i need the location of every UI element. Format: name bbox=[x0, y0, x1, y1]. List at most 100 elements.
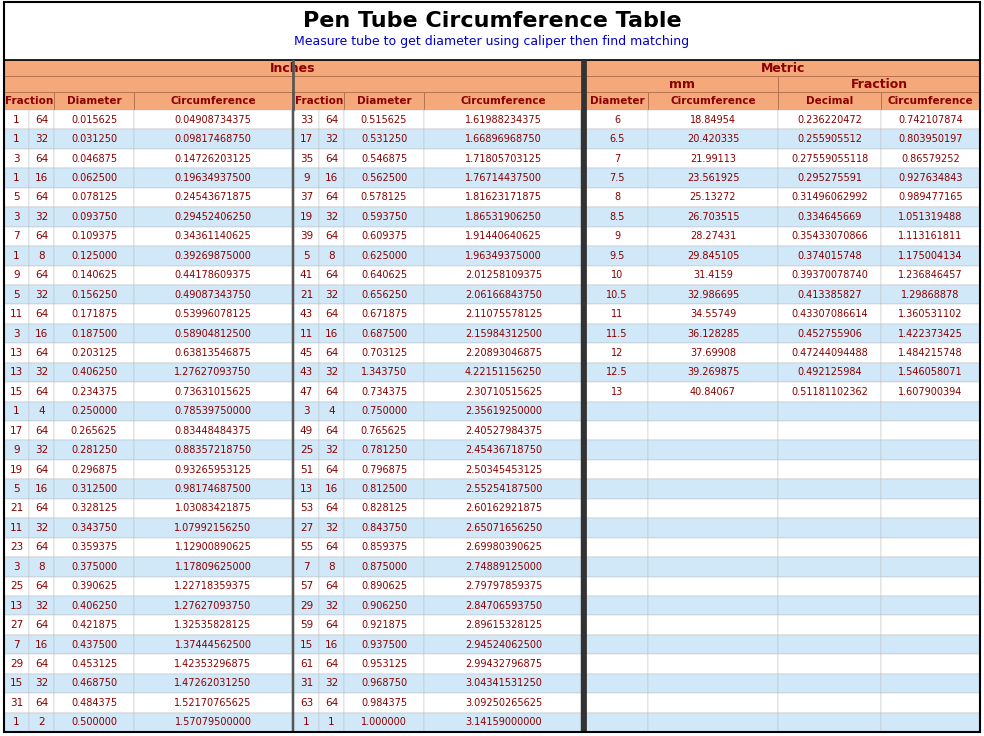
Bar bbox=[344, 518, 424, 537]
Bar bbox=[424, 615, 583, 635]
Text: 16: 16 bbox=[325, 640, 338, 650]
Bar bbox=[344, 596, 424, 615]
Text: 16: 16 bbox=[34, 173, 48, 183]
Bar bbox=[292, 460, 294, 479]
Text: 0.828125: 0.828125 bbox=[361, 503, 407, 514]
Text: 64: 64 bbox=[34, 425, 48, 436]
Bar bbox=[344, 110, 424, 130]
Bar bbox=[424, 557, 583, 576]
Bar bbox=[29, 460, 54, 479]
Text: 47: 47 bbox=[300, 387, 313, 397]
Bar bbox=[4, 343, 29, 363]
Text: 32: 32 bbox=[325, 134, 338, 144]
Bar bbox=[54, 693, 134, 712]
Bar bbox=[881, 110, 980, 130]
Bar bbox=[344, 208, 424, 227]
Bar bbox=[292, 324, 294, 343]
Bar bbox=[881, 266, 980, 285]
Bar bbox=[586, 576, 648, 596]
Text: 45: 45 bbox=[300, 348, 313, 358]
Bar bbox=[4, 266, 29, 285]
Text: 1: 1 bbox=[303, 718, 310, 727]
Bar bbox=[292, 363, 294, 382]
Bar bbox=[54, 712, 134, 732]
Bar bbox=[581, 421, 586, 440]
Bar bbox=[344, 440, 424, 460]
Text: 2.69980390625: 2.69980390625 bbox=[465, 542, 542, 552]
Bar bbox=[586, 110, 648, 130]
Bar bbox=[294, 305, 319, 324]
Text: 0.265625: 0.265625 bbox=[71, 425, 117, 436]
Bar bbox=[586, 188, 648, 208]
Text: 29: 29 bbox=[10, 659, 24, 669]
Bar bbox=[881, 343, 980, 363]
Bar bbox=[292, 673, 294, 693]
Text: 0.125000: 0.125000 bbox=[71, 251, 117, 261]
Text: 0.51181102362: 0.51181102362 bbox=[791, 387, 868, 397]
Bar bbox=[581, 285, 586, 305]
Bar bbox=[344, 92, 424, 110]
Text: Inches: Inches bbox=[270, 62, 315, 74]
Text: 1.12900890625: 1.12900890625 bbox=[174, 542, 252, 552]
Text: 0.31496062992: 0.31496062992 bbox=[791, 193, 868, 202]
Bar bbox=[881, 537, 980, 557]
Bar bbox=[292, 712, 294, 732]
Bar bbox=[581, 537, 586, 557]
Bar bbox=[881, 227, 980, 246]
Bar bbox=[648, 518, 778, 537]
Text: 25: 25 bbox=[10, 581, 24, 591]
Bar bbox=[294, 227, 319, 246]
Text: 2.84706593750: 2.84706593750 bbox=[464, 601, 542, 611]
Bar bbox=[319, 266, 344, 285]
Text: 9.5: 9.5 bbox=[609, 251, 625, 261]
Bar bbox=[881, 208, 980, 227]
Text: 0.109375: 0.109375 bbox=[71, 231, 117, 241]
Bar bbox=[344, 305, 424, 324]
Bar bbox=[294, 440, 319, 460]
Bar bbox=[54, 382, 134, 402]
Bar bbox=[586, 169, 648, 188]
Text: 32: 32 bbox=[325, 523, 338, 533]
Bar bbox=[319, 324, 344, 343]
Text: 32: 32 bbox=[34, 134, 48, 144]
Text: 0.742107874: 0.742107874 bbox=[898, 115, 963, 124]
Bar bbox=[54, 305, 134, 324]
Bar bbox=[54, 421, 134, 440]
Text: 33: 33 bbox=[300, 115, 313, 124]
Text: 64: 64 bbox=[34, 387, 48, 397]
Text: 0.921875: 0.921875 bbox=[361, 620, 407, 630]
Text: 18.84954: 18.84954 bbox=[690, 115, 736, 124]
Text: 27: 27 bbox=[300, 523, 313, 533]
Text: 0.953125: 0.953125 bbox=[361, 659, 407, 669]
Text: 0.312500: 0.312500 bbox=[71, 484, 117, 494]
Text: 1.27627093750: 1.27627093750 bbox=[174, 367, 252, 378]
Bar bbox=[344, 169, 424, 188]
Text: 64: 64 bbox=[34, 581, 48, 591]
Bar bbox=[4, 635, 29, 654]
Text: 64: 64 bbox=[34, 464, 48, 475]
Bar bbox=[319, 635, 344, 654]
Bar bbox=[648, 188, 778, 208]
Bar bbox=[4, 421, 29, 440]
Bar bbox=[344, 635, 424, 654]
Bar bbox=[586, 343, 648, 363]
Bar bbox=[4, 615, 29, 635]
Text: 64: 64 bbox=[325, 387, 338, 397]
Text: 1.236846457: 1.236846457 bbox=[898, 270, 962, 280]
Bar bbox=[581, 635, 586, 654]
Bar bbox=[292, 285, 294, 305]
Bar bbox=[881, 479, 980, 499]
Bar bbox=[881, 654, 980, 673]
Bar bbox=[4, 208, 29, 227]
Bar bbox=[292, 130, 294, 149]
Text: 64: 64 bbox=[34, 154, 48, 163]
Bar bbox=[778, 149, 881, 169]
Bar bbox=[881, 635, 980, 654]
Bar bbox=[881, 440, 980, 460]
Bar bbox=[881, 596, 980, 615]
Bar bbox=[581, 402, 586, 421]
Bar bbox=[586, 149, 648, 169]
Bar bbox=[134, 557, 292, 576]
Bar bbox=[648, 227, 778, 246]
Text: 32: 32 bbox=[325, 212, 338, 222]
